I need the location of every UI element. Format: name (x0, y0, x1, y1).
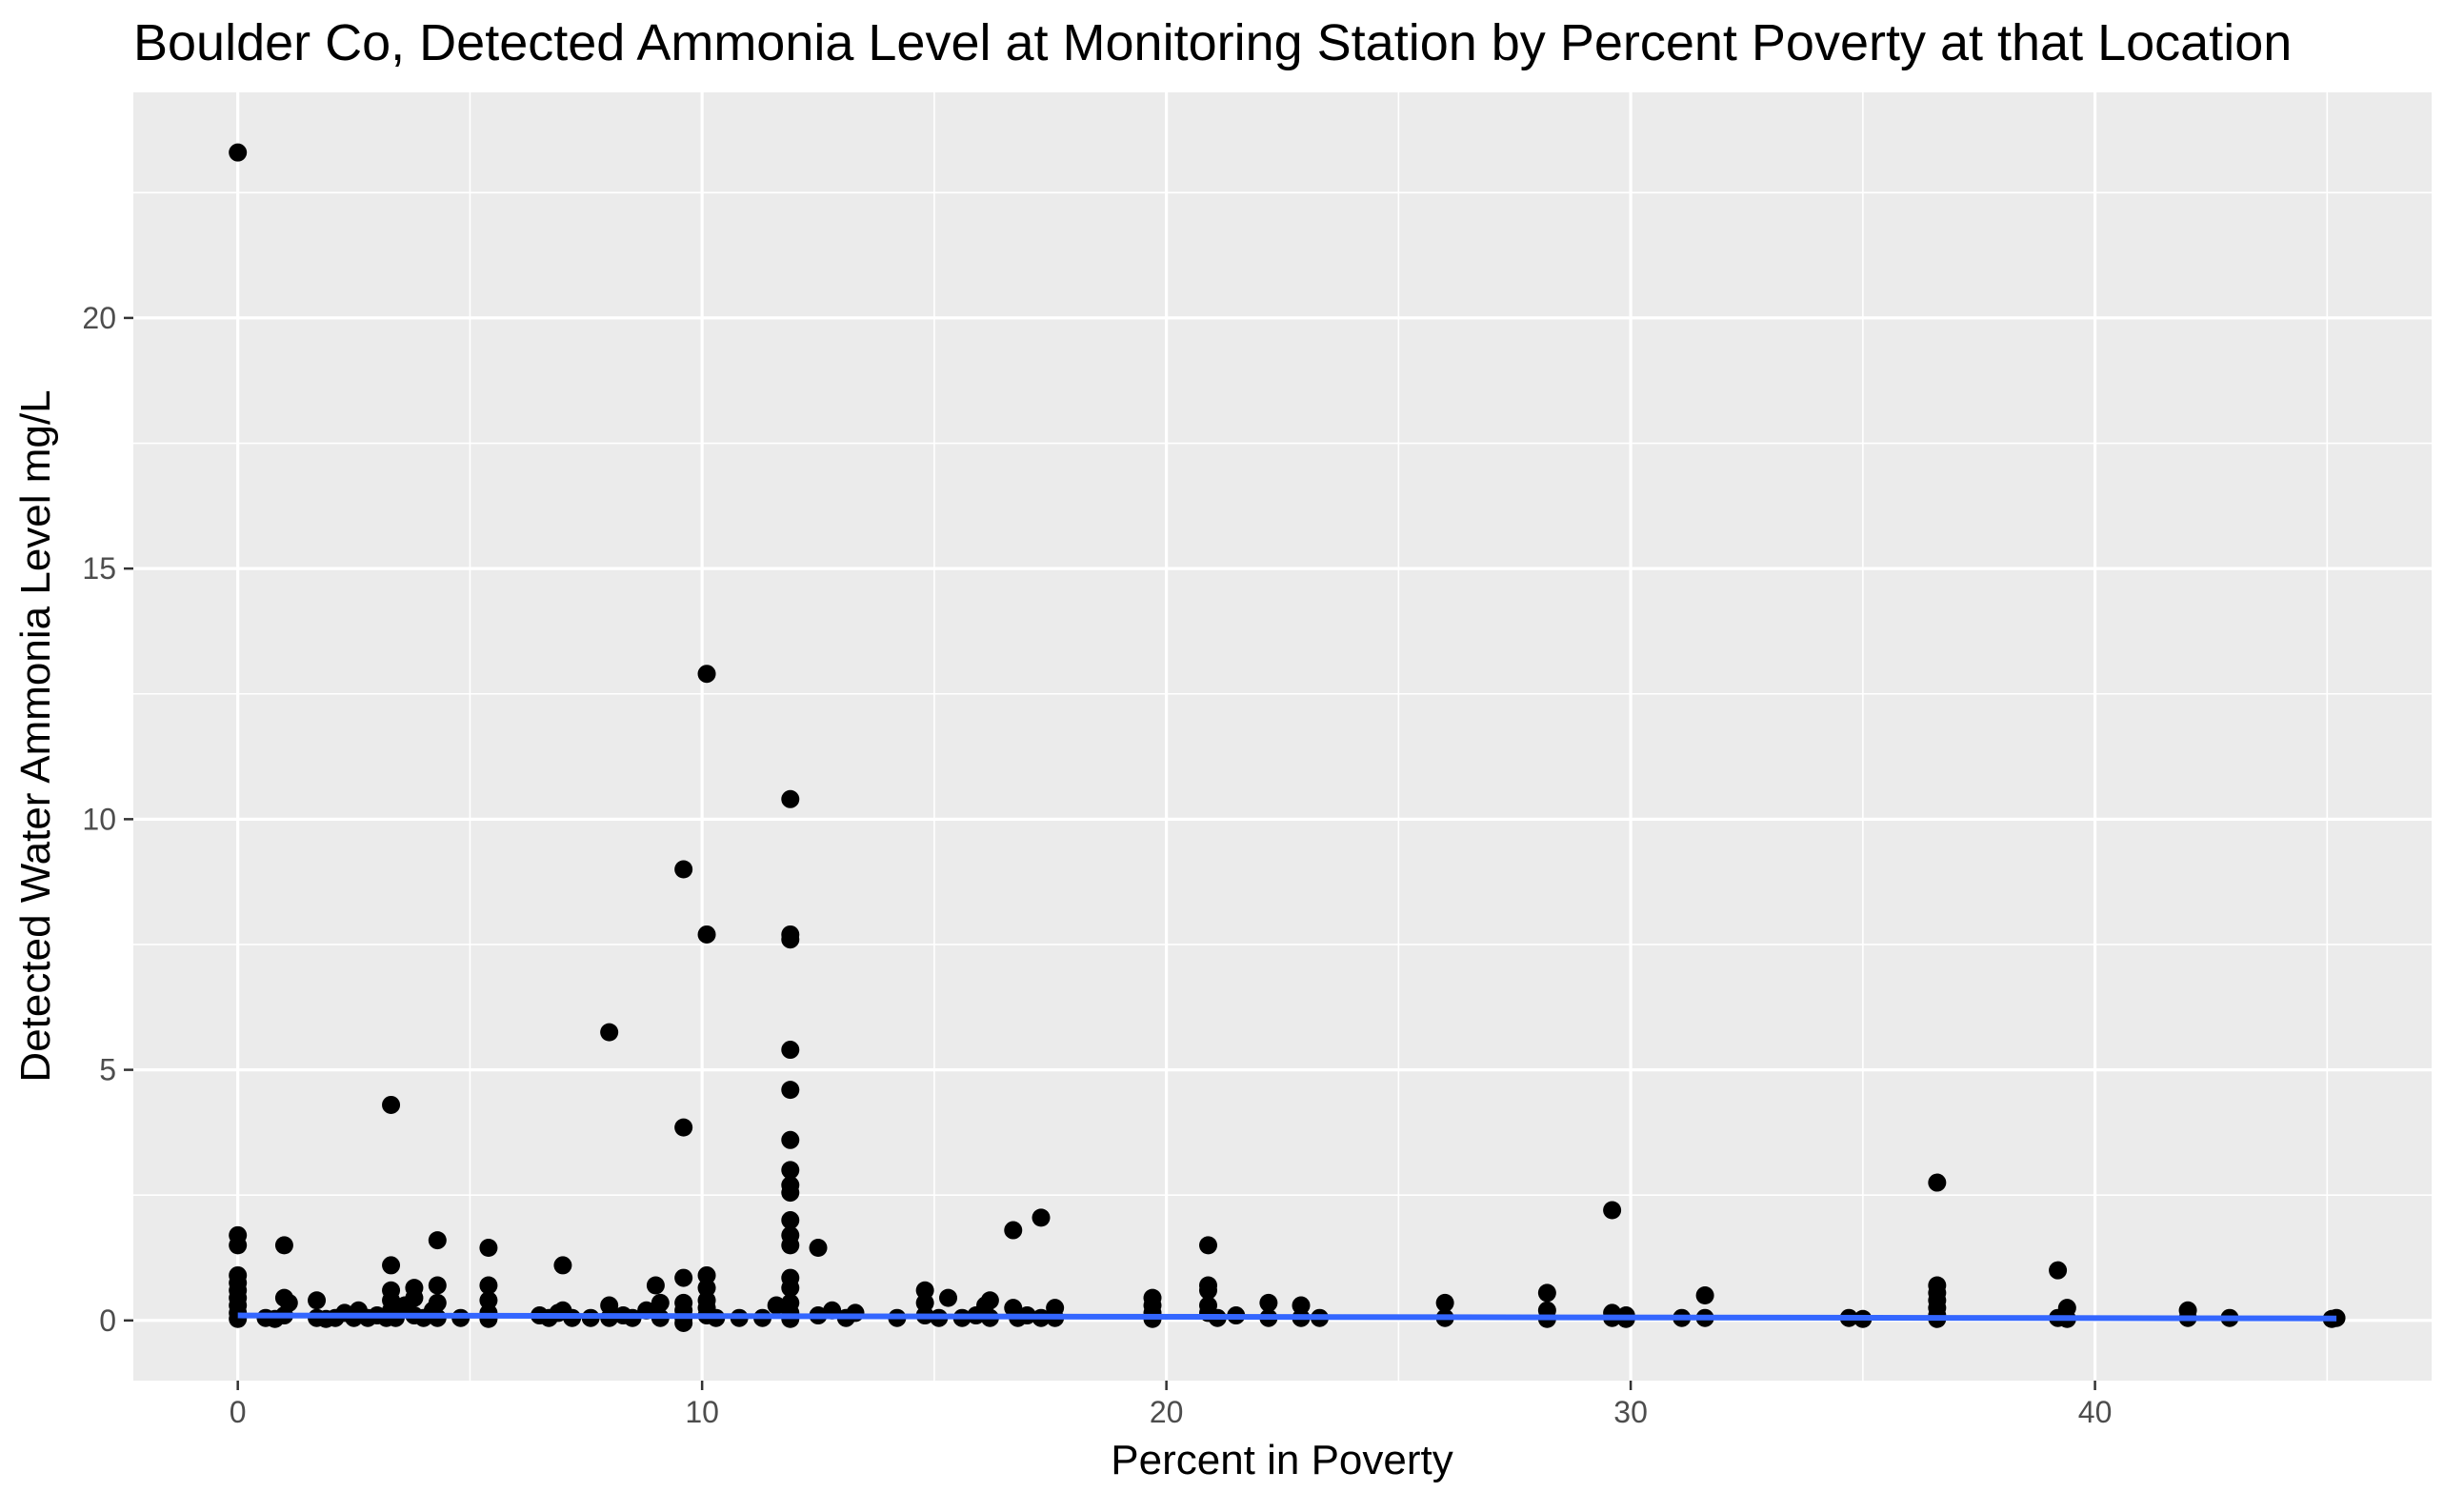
data-point (674, 1118, 693, 1137)
data-point (382, 1095, 401, 1114)
data-point (479, 1309, 498, 1328)
data-point (646, 1276, 665, 1295)
data-point (279, 1293, 298, 1312)
data-point (1435, 1293, 1454, 1312)
data-point (1695, 1286, 1714, 1305)
data-point (781, 1184, 800, 1203)
y-tick-label: 20 (82, 301, 116, 335)
data-point (697, 665, 716, 684)
data-point (405, 1288, 424, 1307)
x-tick-label: 30 (1613, 1395, 1648, 1429)
axis-layer: 0 10 20 30 40 0 5 10 15 20 (82, 301, 2112, 1429)
data-point (1603, 1201, 1622, 1220)
data-point (2049, 1261, 2068, 1280)
x-axis-title: Percent in Poverty (1111, 1437, 1453, 1483)
data-point (939, 1288, 958, 1307)
data-point (915, 1281, 934, 1300)
data-point (781, 789, 800, 808)
data-point (428, 1293, 447, 1312)
data-point (428, 1231, 447, 1250)
y-tick-label: 10 (82, 802, 116, 836)
data-point (980, 1291, 999, 1310)
plot-panel (133, 92, 2432, 1381)
data-point (1032, 1208, 1051, 1227)
data-point (846, 1303, 865, 1323)
data-point (781, 1211, 800, 1230)
data-point (308, 1291, 327, 1310)
data-point (697, 1265, 716, 1284)
data-point (229, 143, 248, 162)
y-axis-title: Detected Water Ammonia Level mg/L (12, 389, 59, 1082)
data-point (600, 1296, 619, 1315)
chart-title: Boulder Co, Detected Ammonia Level at Mo… (133, 14, 2292, 71)
data-point (697, 1279, 716, 1298)
data-point (781, 1236, 800, 1255)
x-tick-label: 0 (230, 1395, 247, 1429)
x-tick-label: 10 (685, 1395, 719, 1429)
y-tick-label: 0 (99, 1303, 116, 1338)
data-point (600, 1023, 619, 1042)
data-point (767, 1296, 786, 1315)
data-point (781, 1081, 800, 1100)
data-point (229, 1236, 248, 1255)
trend-layer (237, 1312, 2337, 1322)
data-point (697, 925, 716, 944)
data-point (1928, 1173, 1947, 1192)
trend-line (237, 1312, 2337, 1322)
x-tick-label: 20 (1150, 1395, 1184, 1429)
data-point (781, 930, 800, 949)
data-point (274, 1236, 293, 1255)
data-point (915, 1293, 934, 1312)
data-point (781, 1130, 800, 1149)
data-point (479, 1291, 498, 1310)
data-point (674, 1268, 693, 1287)
data-point (1199, 1281, 1218, 1300)
data-point (781, 1279, 800, 1298)
data-point (428, 1276, 447, 1295)
data-point (1292, 1296, 1311, 1315)
data-point (651, 1293, 670, 1312)
data-point (781, 1161, 800, 1180)
data-point (382, 1256, 401, 1275)
grid-layer (133, 92, 2432, 1381)
data-point (809, 1238, 828, 1257)
data-point (1259, 1293, 1278, 1312)
data-point (553, 1256, 572, 1275)
y-tick-label: 15 (82, 551, 116, 586)
data-point (479, 1238, 498, 1257)
data-point (1199, 1236, 1218, 1255)
data-point (781, 1041, 800, 1060)
data-point (674, 860, 693, 879)
data-point (1537, 1283, 1556, 1303)
data-point (1004, 1221, 1023, 1240)
data-point (479, 1276, 498, 1295)
y-tick-label: 5 (99, 1053, 116, 1087)
x-tick-label: 40 (2078, 1395, 2113, 1429)
